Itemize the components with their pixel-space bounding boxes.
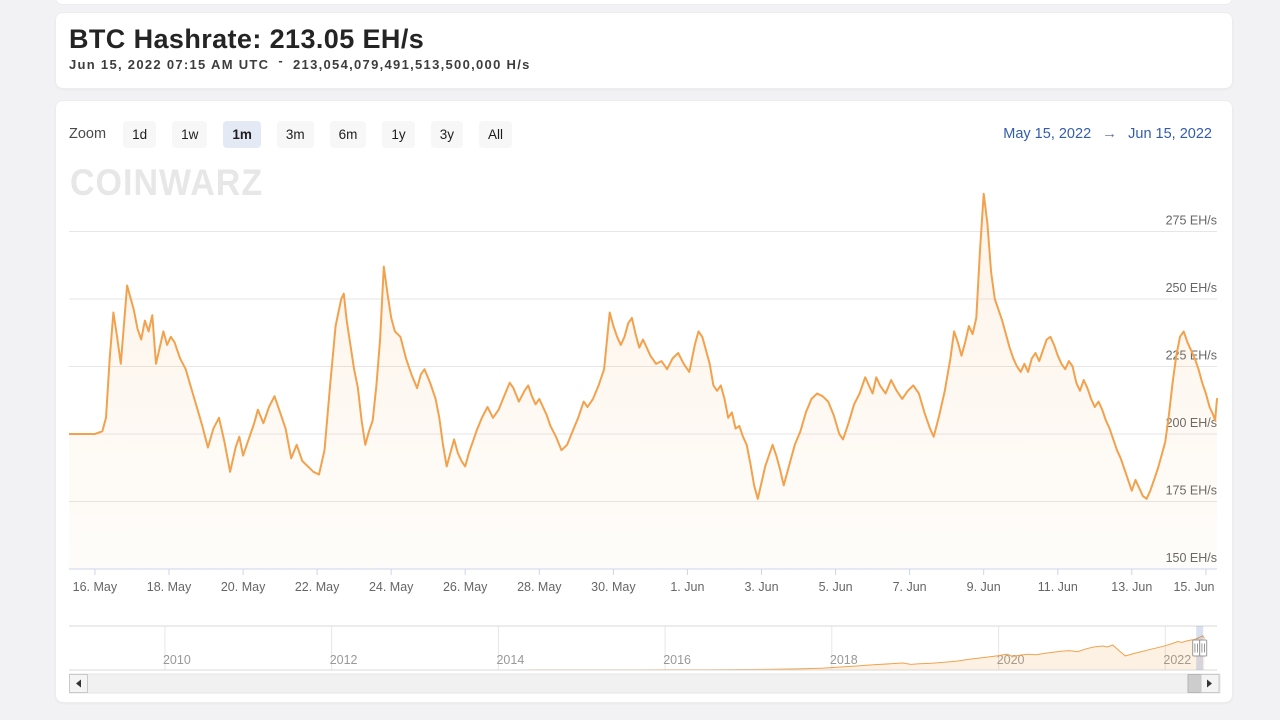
from-date-input[interactable]: May 15, 2022 [1003,125,1092,142]
x-axis-label: 3. Jun [744,580,778,594]
zoom-button-1m[interactable]: 1m [223,120,261,148]
x-axis-label: 24. May [369,580,414,594]
navigator-handle-right[interactable] [1199,639,1208,657]
chart-card: Zoom 1d 1w 1m 3m 6m 1y 3y All May 15, 2022 → Ju… [55,100,1233,703]
scrollbar-right-arrow-icon [1207,679,1212,688]
zoom-label: Zoom [69,126,107,142]
header-card: BTC Hashrate: 213.05 EH/s Jun 15, 2022 0… [55,12,1233,89]
x-axis-label: 28. May [517,580,562,594]
navigator-series-area [69,635,1205,670]
top-card-edge [55,0,1233,5]
navigator-year-label: 2022 [1163,653,1191,667]
subtitle-timestamp: Jun 15, 2022 07:15 AM UTC [69,57,270,72]
x-axis-label: 22. May [295,580,340,594]
main-series-area [69,193,1217,569]
subtitle-dash: - [278,53,285,68]
x-axis-label: 15. Jun [1173,580,1214,594]
x-axis-label: 30. May [591,580,636,594]
x-axis-label: 5. Jun [819,580,853,594]
to-date-input[interactable]: Jun 15, 2022 [1128,125,1212,142]
zoom-button-1w[interactable]: 1w [172,120,208,148]
navigator-year-label: 2016 [663,653,691,667]
hashrate-chart: 150 EH/s175 EH/s200 EH/s225 EH/s250 EH/s… [68,192,1221,694]
x-axis-label: 7. Jun [893,580,927,594]
zoom-button-3m[interactable]: 3m [276,120,314,148]
date-range-arrow-icon: → [1102,125,1118,142]
zoom-button-6m[interactable]: 6m [329,120,367,148]
x-axis-label: 18. May [147,580,192,594]
date-range: May 15, 2022 → Jun 15, 2022 [1003,125,1212,142]
scrollbar-left-button[interactable] [69,674,88,693]
zoom-button-3y[interactable]: 3y [430,120,463,148]
zoom-button-all[interactable]: All [478,120,512,148]
x-axis-label: 1. Jun [670,580,704,594]
navigator-handle-left[interactable] [1192,639,1201,657]
x-axis-label: 13. Jun [1111,580,1152,594]
scrollbar-left-arrow-icon [76,679,81,688]
header-subtitle: Jun 15, 2022 07:15 AM UTC -213,054,079,49… [69,53,1212,72]
navigator-year-label: 2014 [496,653,524,667]
x-axis-label: 20. May [221,580,266,594]
x-axis-label: 16. May [73,580,118,594]
zoom-buttons-group: 1d 1w 1m 3m 6m 1y 3y All [123,120,528,148]
navigator-year-label: 2010 [163,653,191,667]
navigator-year-label: 2018 [830,653,858,667]
range-selector: Zoom 1d 1w 1m 3m 6m 1y 3y All [69,120,528,148]
navigator-year-label: 2012 [330,653,358,667]
scrollbar-track[interactable] [68,673,1221,694]
x-axis-label: 11. Jun [1038,580,1078,594]
page-title: BTC Hashrate: 213.05 EH/s [69,24,425,54]
scrollbar-thumb[interactable] [1187,674,1202,693]
x-axis-label: 9. Jun [967,580,1001,594]
scrollbar-right-button[interactable] [1200,674,1220,693]
zoom-button-1y[interactable]: 1y [382,120,415,148]
navigator-year-label: 2020 [997,653,1025,667]
main-series-line [68,192,1218,500]
y-axis-label: 275 EH/s [1166,214,1217,228]
x-axis-label: 26. May [443,580,488,594]
y-axis-label: 250 EH/s [1166,281,1217,295]
zoom-button-1d[interactable]: 1d [123,120,157,148]
chart-area: CoinWarz 150 EH/s175 EH/s200 EH/s225 EH/… [68,151,1229,699]
subtitle-hashrate-value: 213,054,079,491,513,500,000 H/s [293,57,531,72]
